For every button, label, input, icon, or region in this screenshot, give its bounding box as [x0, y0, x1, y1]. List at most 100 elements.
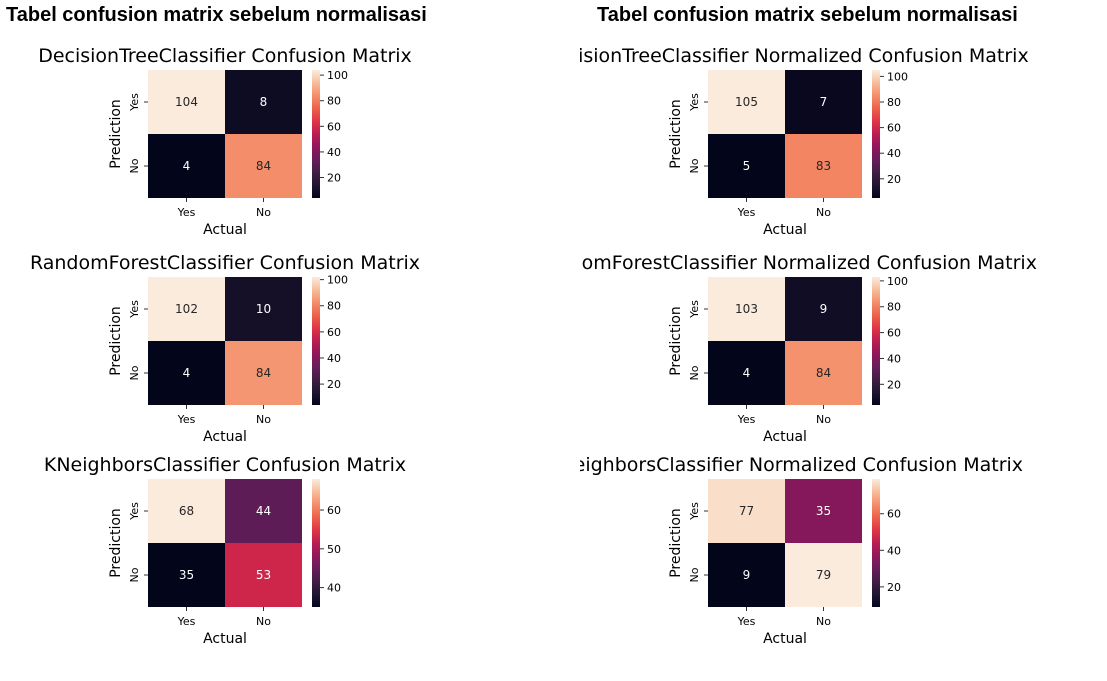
- cell-value-label: 35: [179, 568, 194, 582]
- x-tick-label: Yes: [737, 206, 756, 219]
- heatmap-chart-4: RandomForestClassifier Normalized Confus…: [580, 252, 1037, 445]
- cell-value-label: 35: [816, 504, 831, 518]
- heatmap-cell: [708, 70, 785, 134]
- x-tick-label: Yes: [177, 206, 196, 219]
- heatmap-cell: [225, 543, 302, 607]
- y-tick-label: Yes: [688, 300, 701, 319]
- cell-value-label: 4: [183, 366, 191, 380]
- colorbar-tick-label: 100: [327, 69, 348, 82]
- colorbar-tick-label: 100: [327, 274, 348, 287]
- colorbar-tick-label: 40: [327, 352, 341, 365]
- colorbar-tick-label: 60: [887, 122, 901, 135]
- x-axis-label: Actual: [763, 429, 807, 445]
- heatmap-cell: [148, 134, 225, 198]
- x-tick-label: Yes: [177, 413, 196, 426]
- x-axis-label: Actual: [203, 429, 247, 445]
- colorbar-tick-label: 60: [327, 504, 341, 517]
- cell-value-label: 103: [735, 302, 758, 316]
- colorbar-tick-label: 100: [887, 275, 908, 288]
- heatmap-chart-3: RandomForestClassifier Confusion Matrix1…: [30, 252, 420, 445]
- chart-title: KNeighborsClassifier Normalized Confusio…: [580, 454, 1023, 476]
- heatmap-cell: [148, 543, 225, 607]
- cell-value-label: 79: [816, 568, 831, 582]
- page-heading-left: Tabel confusion matrix sebelum normalisa…: [6, 4, 427, 26]
- heatmap-cell: [785, 479, 862, 543]
- cell-value-label: 83: [816, 159, 831, 173]
- x-tick-label: No: [816, 413, 831, 426]
- cell-value-label: 84: [256, 366, 271, 380]
- cell-value-label: 44: [256, 504, 271, 518]
- heatmap-cell: [148, 479, 225, 543]
- colorbar-tick-label: 80: [327, 300, 341, 313]
- y-axis-label: Prediction: [668, 508, 684, 578]
- heatmap-cell: [225, 277, 302, 341]
- cell-value-label: 84: [256, 159, 271, 173]
- colorbar-tick-label: 80: [327, 95, 341, 108]
- colorbar-tick-label: 20: [887, 378, 901, 391]
- heatmap-cell: [225, 70, 302, 134]
- heatmap-cell: [708, 277, 785, 341]
- colorbar: [872, 277, 880, 405]
- y-axis-label: Prediction: [108, 99, 124, 169]
- colorbar-tick-label: 20: [327, 378, 341, 391]
- heatmap-cell: [225, 134, 302, 198]
- cell-value-label: 5: [743, 159, 751, 173]
- colorbar-tick-label: 60: [887, 508, 901, 521]
- cell-value-label: 4: [183, 159, 191, 173]
- y-axis-label: Prediction: [108, 508, 124, 578]
- cell-value-label: 77: [739, 504, 754, 518]
- colorbar-tick-label: 80: [887, 301, 901, 314]
- chart-title: KNeighborsClassifier Confusion Matrix: [44, 454, 406, 476]
- colorbar-tick-label: 40: [887, 544, 901, 557]
- heatmap-cell: [225, 479, 302, 543]
- heatmap-cell: [148, 341, 225, 405]
- y-axis-label: Prediction: [108, 306, 124, 376]
- chart-title: RandomForestClassifier Confusion Matrix: [30, 252, 420, 274]
- colorbar-tick-label: 60: [887, 327, 901, 340]
- heatmap-cell: [708, 134, 785, 198]
- heatmap-cell: [785, 70, 862, 134]
- colorbar-tick-label: 40: [327, 146, 341, 159]
- y-axis-label: Prediction: [668, 306, 684, 376]
- cell-value-label: 4: [743, 366, 751, 380]
- colorbar-tick-label: 20: [327, 172, 341, 185]
- colorbar-tick-label: 20: [887, 581, 901, 594]
- x-axis-label: Actual: [763, 631, 807, 647]
- y-tick-label: No: [128, 567, 141, 582]
- heatmap-cell: [148, 277, 225, 341]
- y-axis-label: Prediction: [668, 99, 684, 169]
- colorbar-tick-label: 40: [887, 352, 901, 365]
- heatmap-chart-6: KNeighborsClassifier Normalized Confusio…: [580, 454, 1023, 647]
- page-heading-right: Tabel confusion matrix sebelum normalisa…: [597, 4, 1018, 26]
- colorbar-tick-label: 50: [327, 543, 341, 556]
- colorbar-tick-label: 20: [887, 173, 901, 186]
- x-tick-label: Yes: [737, 413, 756, 426]
- cell-value-label: 105: [735, 95, 758, 109]
- x-axis-label: Actual: [763, 222, 807, 238]
- colorbar-tick-label: 100: [887, 70, 908, 83]
- heatmap-chart-1: DecisionTreeClassifier Confusion Matrix 1…: [38, 45, 412, 238]
- colorbar: [872, 479, 880, 607]
- y-tick-label: No: [688, 365, 701, 380]
- heatmap-cell: [225, 341, 302, 405]
- colorbar: [312, 479, 320, 607]
- colorbar: [312, 277, 320, 405]
- colorbar-tick-label: 80: [887, 96, 901, 109]
- colorbar: [312, 70, 320, 198]
- heatmap-cell: [708, 479, 785, 543]
- heatmap-cell: [785, 277, 862, 341]
- chart-title: DecisionTreeClassifier Normalized Confus…: [580, 45, 1029, 67]
- x-tick-label: No: [816, 206, 831, 219]
- chart-title: DecisionTreeClassifier Confusion Matrix: [38, 45, 412, 67]
- colorbar-tick-label: 60: [327, 326, 341, 339]
- heatmap-cell: [785, 134, 862, 198]
- x-tick-label: No: [816, 615, 831, 628]
- y-tick-label: Yes: [128, 93, 141, 112]
- y-tick-label: Yes: [688, 502, 701, 521]
- x-tick-label: No: [256, 615, 271, 628]
- y-tick-label: No: [688, 567, 701, 582]
- cell-value-label: 84: [816, 366, 831, 380]
- heatmap-cell: [708, 341, 785, 405]
- heatmap-cell: [785, 543, 862, 607]
- heatmap-chart-5: KNeighborsClassifier Confusion Matrix 68 4…: [44, 454, 406, 647]
